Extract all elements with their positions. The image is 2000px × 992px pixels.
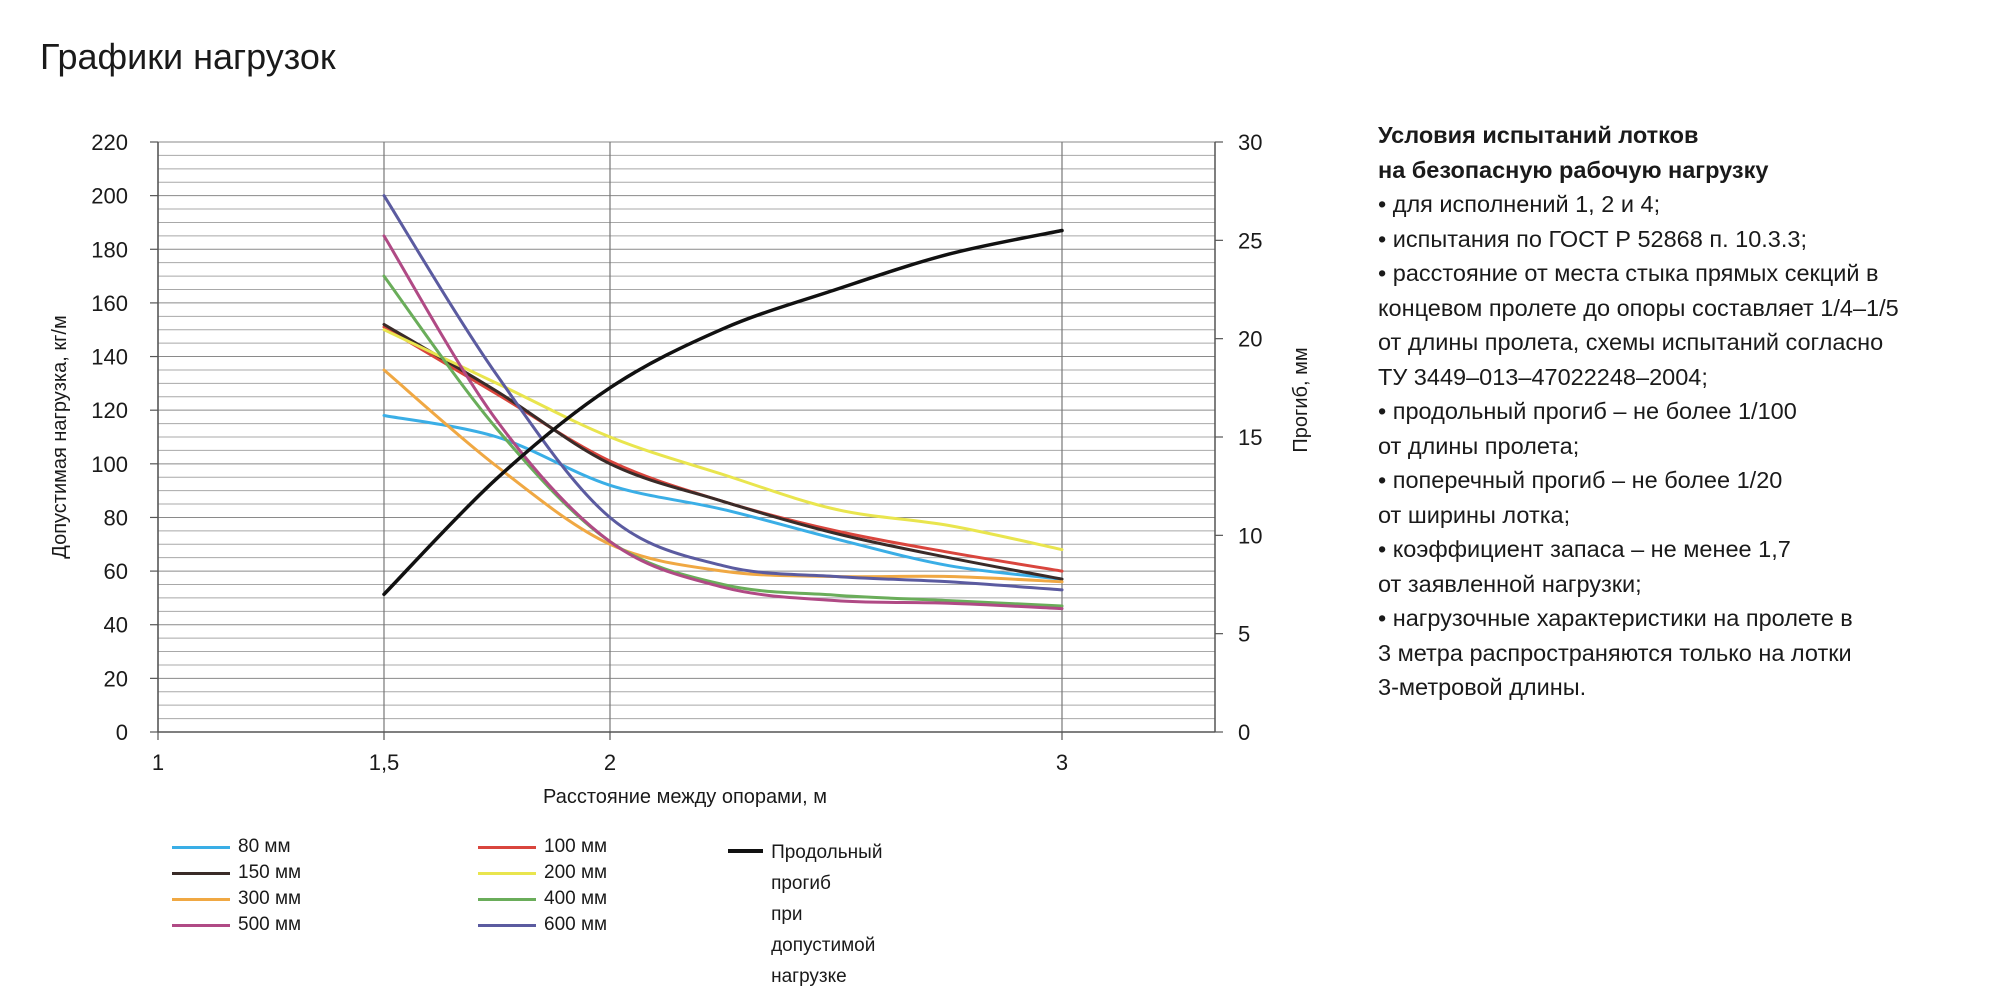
legend-swatch	[172, 871, 230, 875]
x-tick-label: 1	[152, 750, 164, 775]
y-left-tick-label: 140	[91, 345, 128, 370]
legend-item: 80 мм	[172, 834, 291, 860]
notes-line: • поперечный прогиб – не более 1/20	[1378, 467, 1783, 493]
legend-item-deflection: Продольный прогиб при допустимой нагрузке	[728, 837, 905, 992]
legend-swatch	[478, 871, 536, 875]
notes-line: 3-метровой длины.	[1378, 674, 1587, 700]
y-left-tick-label: 0	[116, 720, 128, 745]
series-line-200mm	[382, 328, 1064, 552]
legend-swatch	[478, 897, 536, 901]
notes-line: • коэффициент запаса – не менее 1,7	[1378, 536, 1791, 562]
series-line-300mm	[382, 368, 1064, 584]
x-axis-label: Расстояние между опорами, м	[543, 786, 827, 808]
legend-label: 80 мм	[238, 836, 291, 857]
legend-item: 100 мм	[478, 834, 607, 860]
notes-line: • нагрузочные характеристики на пролете …	[1378, 605, 1853, 631]
notes-line: от длины пролета;	[1378, 432, 1580, 459]
y-right-tick-label: 0	[1238, 720, 1250, 745]
y-left-tick-label: 220	[91, 130, 128, 155]
notes-line: концевом пролете до опоры составляет 1/4…	[1378, 294, 1899, 321]
notes-line: от заявленной нагрузки;	[1378, 570, 1642, 597]
y-left-tick-label: 160	[91, 291, 128, 316]
load-chart: 2202001801601401201008060402003025201510…	[49, 130, 1312, 808]
legend-item: 300 мм	[172, 886, 301, 912]
y-right-tick-label: 15	[1238, 425, 1262, 450]
y-left-tick-label: 40	[104, 613, 128, 638]
notes-line: • испытания по ГОСТ Р 52868 п. 10.3.3;	[1378, 225, 1807, 252]
x-tick-label: 3	[1056, 750, 1068, 775]
legend-label: Продольный прогиб при допустимой нагрузке	[771, 837, 905, 992]
series-line-100mm	[382, 325, 1064, 573]
notes-line: от ширины лотка;	[1378, 501, 1571, 528]
y-left-tick-label: 100	[91, 452, 128, 477]
y-right-tick-label: 5	[1238, 622, 1250, 647]
legend-label: 500 мм	[238, 914, 302, 935]
y-left-tick-label: 80	[104, 505, 128, 530]
y-right-tick-label: 20	[1238, 327, 1262, 352]
legend-label: 400 мм	[544, 888, 608, 909]
notes-line: 3 метра распространяются только на лотки	[1378, 639, 1852, 666]
y-left-tick-label: 20	[104, 666, 128, 691]
legend-label-line: при допустимой нагрузке	[771, 904, 876, 987]
y-left-tick-label: 60	[104, 559, 128, 584]
legend-item: 150 мм	[172, 860, 301, 886]
legend-item: 500 мм	[172, 912, 301, 938]
series-line-150mm	[382, 322, 1064, 581]
page-title: Графики нагрузок	[40, 36, 336, 77]
x-tick-label: 2	[604, 750, 616, 775]
y-right-tick-label: 10	[1238, 523, 1262, 548]
notes-title-line-1: Условия испытаний лотков	[1378, 122, 1699, 148]
notes-title-line-2: на безопасную рабочую нагрузку	[1378, 156, 1769, 183]
y-axis-left-label: Допустимая нагрузка, кг/м	[49, 315, 71, 558]
y-right-tick-label: 30	[1238, 130, 1262, 155]
legend-label: 300 мм	[238, 888, 302, 909]
legend-label: 200 мм	[544, 862, 608, 883]
series-line-deflection	[382, 228, 1064, 597]
y-right-tick-label: 25	[1238, 228, 1262, 253]
legend-item: 600 мм	[478, 912, 607, 938]
notes-line: от длины пролета, схемы испытаний соглас…	[1378, 329, 1884, 355]
y-left-tick-label: 200	[91, 184, 128, 209]
legend-swatch	[478, 845, 536, 849]
legend-item: 200 мм	[478, 860, 607, 886]
notes-line: • для исполнений 1, 2 и 4;	[1378, 191, 1661, 217]
series-line-600mm	[382, 194, 1064, 592]
series-line-400mm	[382, 274, 1064, 608]
legend-swatch	[728, 849, 764, 853]
legend-label: 150 мм	[238, 862, 302, 883]
legend-item: 400 мм	[478, 886, 607, 912]
legend-swatch	[172, 897, 230, 901]
y-axis-right-label: Прогиб, мм	[1290, 347, 1312, 452]
legend-swatch	[172, 923, 230, 927]
legend-label: 600 мм	[544, 914, 608, 935]
y-left-tick-label: 180	[91, 237, 128, 262]
notes-line: • расстояние от места стыка прямых секци…	[1378, 260, 1879, 286]
legend-label: 100 мм	[544, 836, 608, 857]
legend-label-line: Продольный прогиб	[771, 842, 883, 894]
series-line-500mm	[382, 234, 1064, 611]
notes-line: • продольный прогиб – не более 1/100	[1378, 398, 1797, 424]
series-line-80mm	[382, 414, 1064, 581]
y-left-tick-label: 120	[91, 398, 128, 423]
legend-swatch	[172, 845, 230, 849]
notes-line: ТУ 3449–013–47022248–2004;	[1378, 363, 1708, 390]
test-conditions-notes: Условия испытаний лотков на безопасную р…	[1378, 118, 1978, 705]
x-tick-label: 1,5	[369, 750, 400, 775]
legend-swatch	[478, 923, 536, 927]
